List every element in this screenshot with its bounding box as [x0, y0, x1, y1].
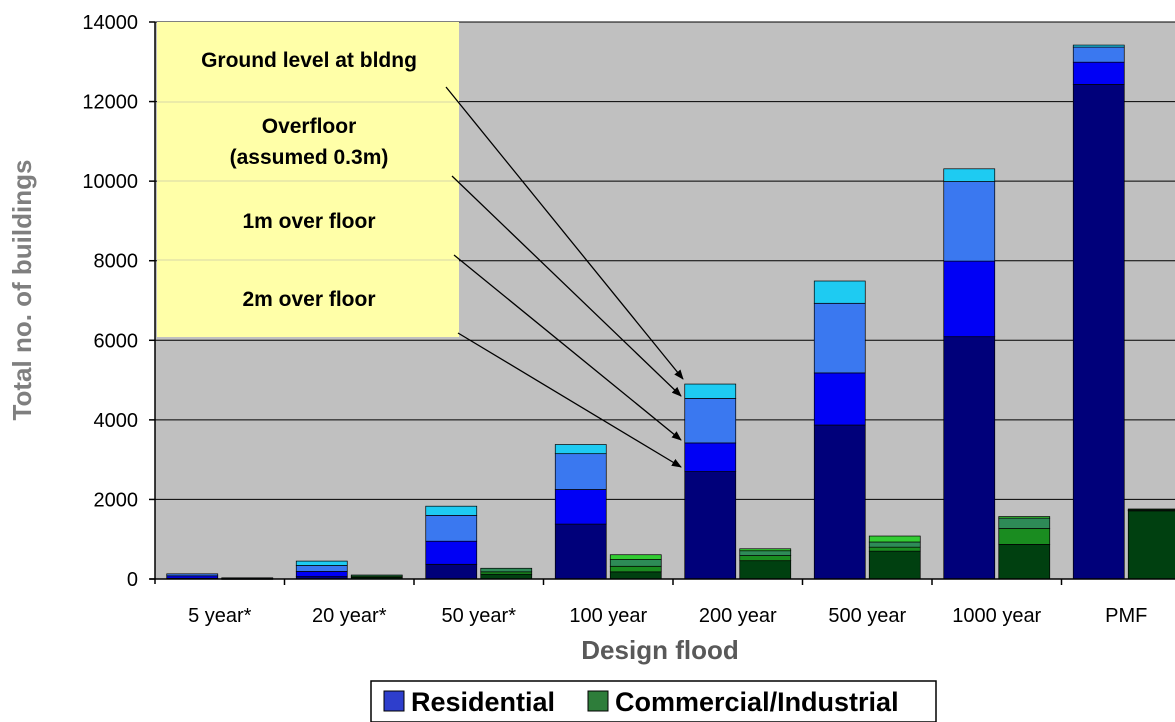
x-tick-label: 20 year* — [312, 605, 387, 627]
bar-segment — [425, 514, 478, 542]
bar-segment — [554, 444, 607, 455]
arrow-overfloor — [451, 175, 682, 397]
bar-segment — [739, 548, 792, 552]
x-tick-label: PMF — [1105, 605, 1147, 627]
bar-segment — [813, 424, 866, 580]
legend-label-commercial: Commercial/Industrial — [615, 687, 899, 717]
bar-segment — [868, 550, 921, 580]
bar-segment — [295, 571, 348, 577]
y-tick-label: 10000 — [82, 171, 138, 193]
bar-segment — [739, 555, 792, 562]
y-tick-label: 12000 — [82, 92, 138, 114]
x-tick-label: 50 year* — [442, 605, 517, 627]
bar-segment — [609, 565, 662, 573]
y-tick-label: 4000 — [94, 410, 139, 432]
bar-segment — [998, 528, 1051, 545]
legend-swatch-commercial — [587, 690, 609, 712]
legend-box — [370, 680, 937, 722]
bar-segment — [943, 260, 996, 338]
bar-segment — [1072, 84, 1125, 580]
bar-segment — [943, 336, 996, 580]
y-tick-label: 6000 — [94, 330, 139, 352]
y-tick-label: 2000 — [94, 489, 139, 511]
bar-segment — [684, 383, 737, 399]
y-tick-labels: 0 2000 4000 6000 8000 10000 12000 14000 — [82, 12, 155, 591]
x-tick-label: 5 year* — [188, 605, 252, 627]
y-tick-label: 0 — [127, 569, 138, 591]
x-axis-title: Design flood — [581, 635, 738, 665]
stack-key-overfloor: Overfloor — [262, 115, 357, 138]
bar-segment — [554, 489, 607, 525]
bar-segment — [868, 541, 921, 548]
y-axis-title: Total no. of buildings — [7, 160, 37, 421]
bar-segment — [554, 453, 607, 490]
bar-segment — [813, 372, 866, 426]
bar-segment — [554, 523, 607, 580]
x-tick-label: 200 year — [699, 605, 777, 627]
bars — [166, 44, 1175, 580]
legend-label-residential: Residential — [411, 687, 555, 717]
x-tick-label: 1000 year — [952, 605, 1041, 627]
bar-segment — [1072, 61, 1125, 85]
bar-segment — [684, 398, 737, 444]
bar-segment — [609, 554, 662, 560]
bar-segment — [998, 517, 1051, 529]
stack-key-box: Ground level at bldng Overfloor (assumed… — [157, 22, 459, 337]
bar-segment — [943, 168, 996, 182]
arrow-1m — [453, 254, 682, 441]
bar-segment — [868, 546, 921, 552]
bar-segment — [166, 573, 219, 577]
x-tick-labels: 5 year* 20 year* 50 year* 100 year 200 year 5… — [188, 579, 1147, 627]
stack-key-overfloor-note: (assumed 0.3m) — [230, 146, 389, 169]
bar-segment — [1072, 44, 1125, 48]
bar-segment — [998, 516, 1051, 519]
bar-segment — [350, 574, 403, 577]
arrow-ground-level — [445, 86, 684, 380]
bar-segment — [480, 567, 533, 573]
bar-segment — [166, 575, 219, 579]
arrow-2m — [457, 332, 682, 468]
bar-segment — [684, 442, 737, 472]
bar-segment — [425, 563, 478, 580]
bar-segment — [739, 560, 792, 580]
bar-segment — [295, 560, 348, 566]
bar-segment — [998, 544, 1051, 580]
y-tick-label: 14000 — [82, 12, 138, 34]
bar-segment — [609, 559, 662, 567]
bar-segment — [480, 571, 533, 575]
stack-key-background — [157, 22, 459, 337]
bar-segment — [1072, 46, 1125, 63]
stack-key-2m: 2m over floor — [242, 288, 375, 311]
bar-segment — [609, 571, 662, 580]
bar-segment — [868, 535, 921, 543]
legend: Residential Commercial/Industrial — [370, 680, 937, 722]
x-tick-label: 100 year — [569, 605, 647, 627]
bar-segment — [425, 505, 478, 516]
bar-segment — [813, 302, 866, 374]
x-tick-label: 500 year — [828, 605, 906, 627]
y-tick-label: 8000 — [94, 251, 139, 273]
key-arrows — [445, 86, 684, 468]
bar-segment — [943, 181, 996, 262]
bar-segment — [739, 550, 792, 556]
stack-key-1m: 1m over floor — [242, 210, 375, 233]
bar-segment — [684, 471, 737, 580]
legend-swatch-residential — [383, 690, 405, 712]
bar-segment — [425, 540, 478, 565]
bar-segment — [813, 280, 866, 304]
stack-key-ground-level: Ground level at bldng — [201, 49, 417, 72]
bar-segment — [295, 565, 348, 572]
bar-segment — [1127, 508, 1175, 511]
bar-segment — [1127, 510, 1175, 580]
